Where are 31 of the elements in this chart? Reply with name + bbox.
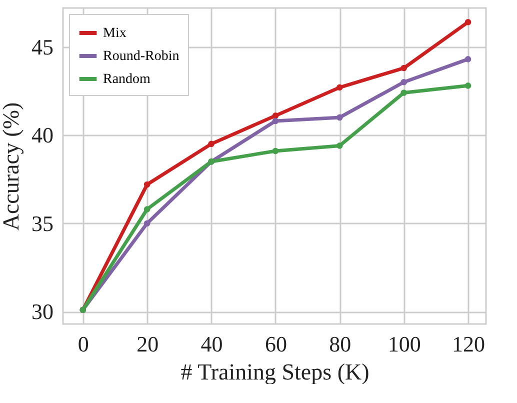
point bbox=[464, 82, 472, 89]
point bbox=[208, 140, 214, 148]
point bbox=[272, 148, 279, 154]
legend-label: Round-Robin bbox=[103, 49, 180, 64]
y-tick-label: 30 bbox=[32, 299, 54, 324]
y-tick-label: 40 bbox=[32, 122, 54, 148]
x-tick-label: 60 bbox=[264, 332, 287, 356]
point bbox=[464, 56, 472, 62]
point bbox=[336, 142, 343, 149]
x-tick-label: 120 bbox=[452, 332, 486, 356]
x-tick-label: 80 bbox=[329, 332, 352, 356]
legend-label: Random bbox=[103, 72, 151, 87]
point bbox=[400, 64, 407, 72]
point bbox=[400, 78, 407, 86]
point bbox=[144, 206, 150, 212]
point bbox=[144, 220, 150, 227]
y-tick-label: 35 bbox=[32, 210, 54, 236]
point bbox=[336, 84, 343, 91]
x-tick-label: 100 bbox=[388, 332, 421, 356]
point bbox=[464, 18, 472, 26]
x-tick-label: 0 bbox=[78, 332, 89, 356]
x-tick-label: 20 bbox=[136, 332, 159, 356]
legend-label: Mix bbox=[103, 26, 126, 41]
point bbox=[272, 112, 279, 119]
point bbox=[336, 114, 343, 121]
point bbox=[400, 90, 407, 96]
x-tick-label: 40 bbox=[200, 332, 223, 356]
y-axis-title: Accuracy (%) bbox=[0, 102, 24, 231]
y-tick-label: 45 bbox=[32, 34, 54, 60]
point bbox=[144, 181, 150, 188]
point bbox=[272, 118, 279, 124]
